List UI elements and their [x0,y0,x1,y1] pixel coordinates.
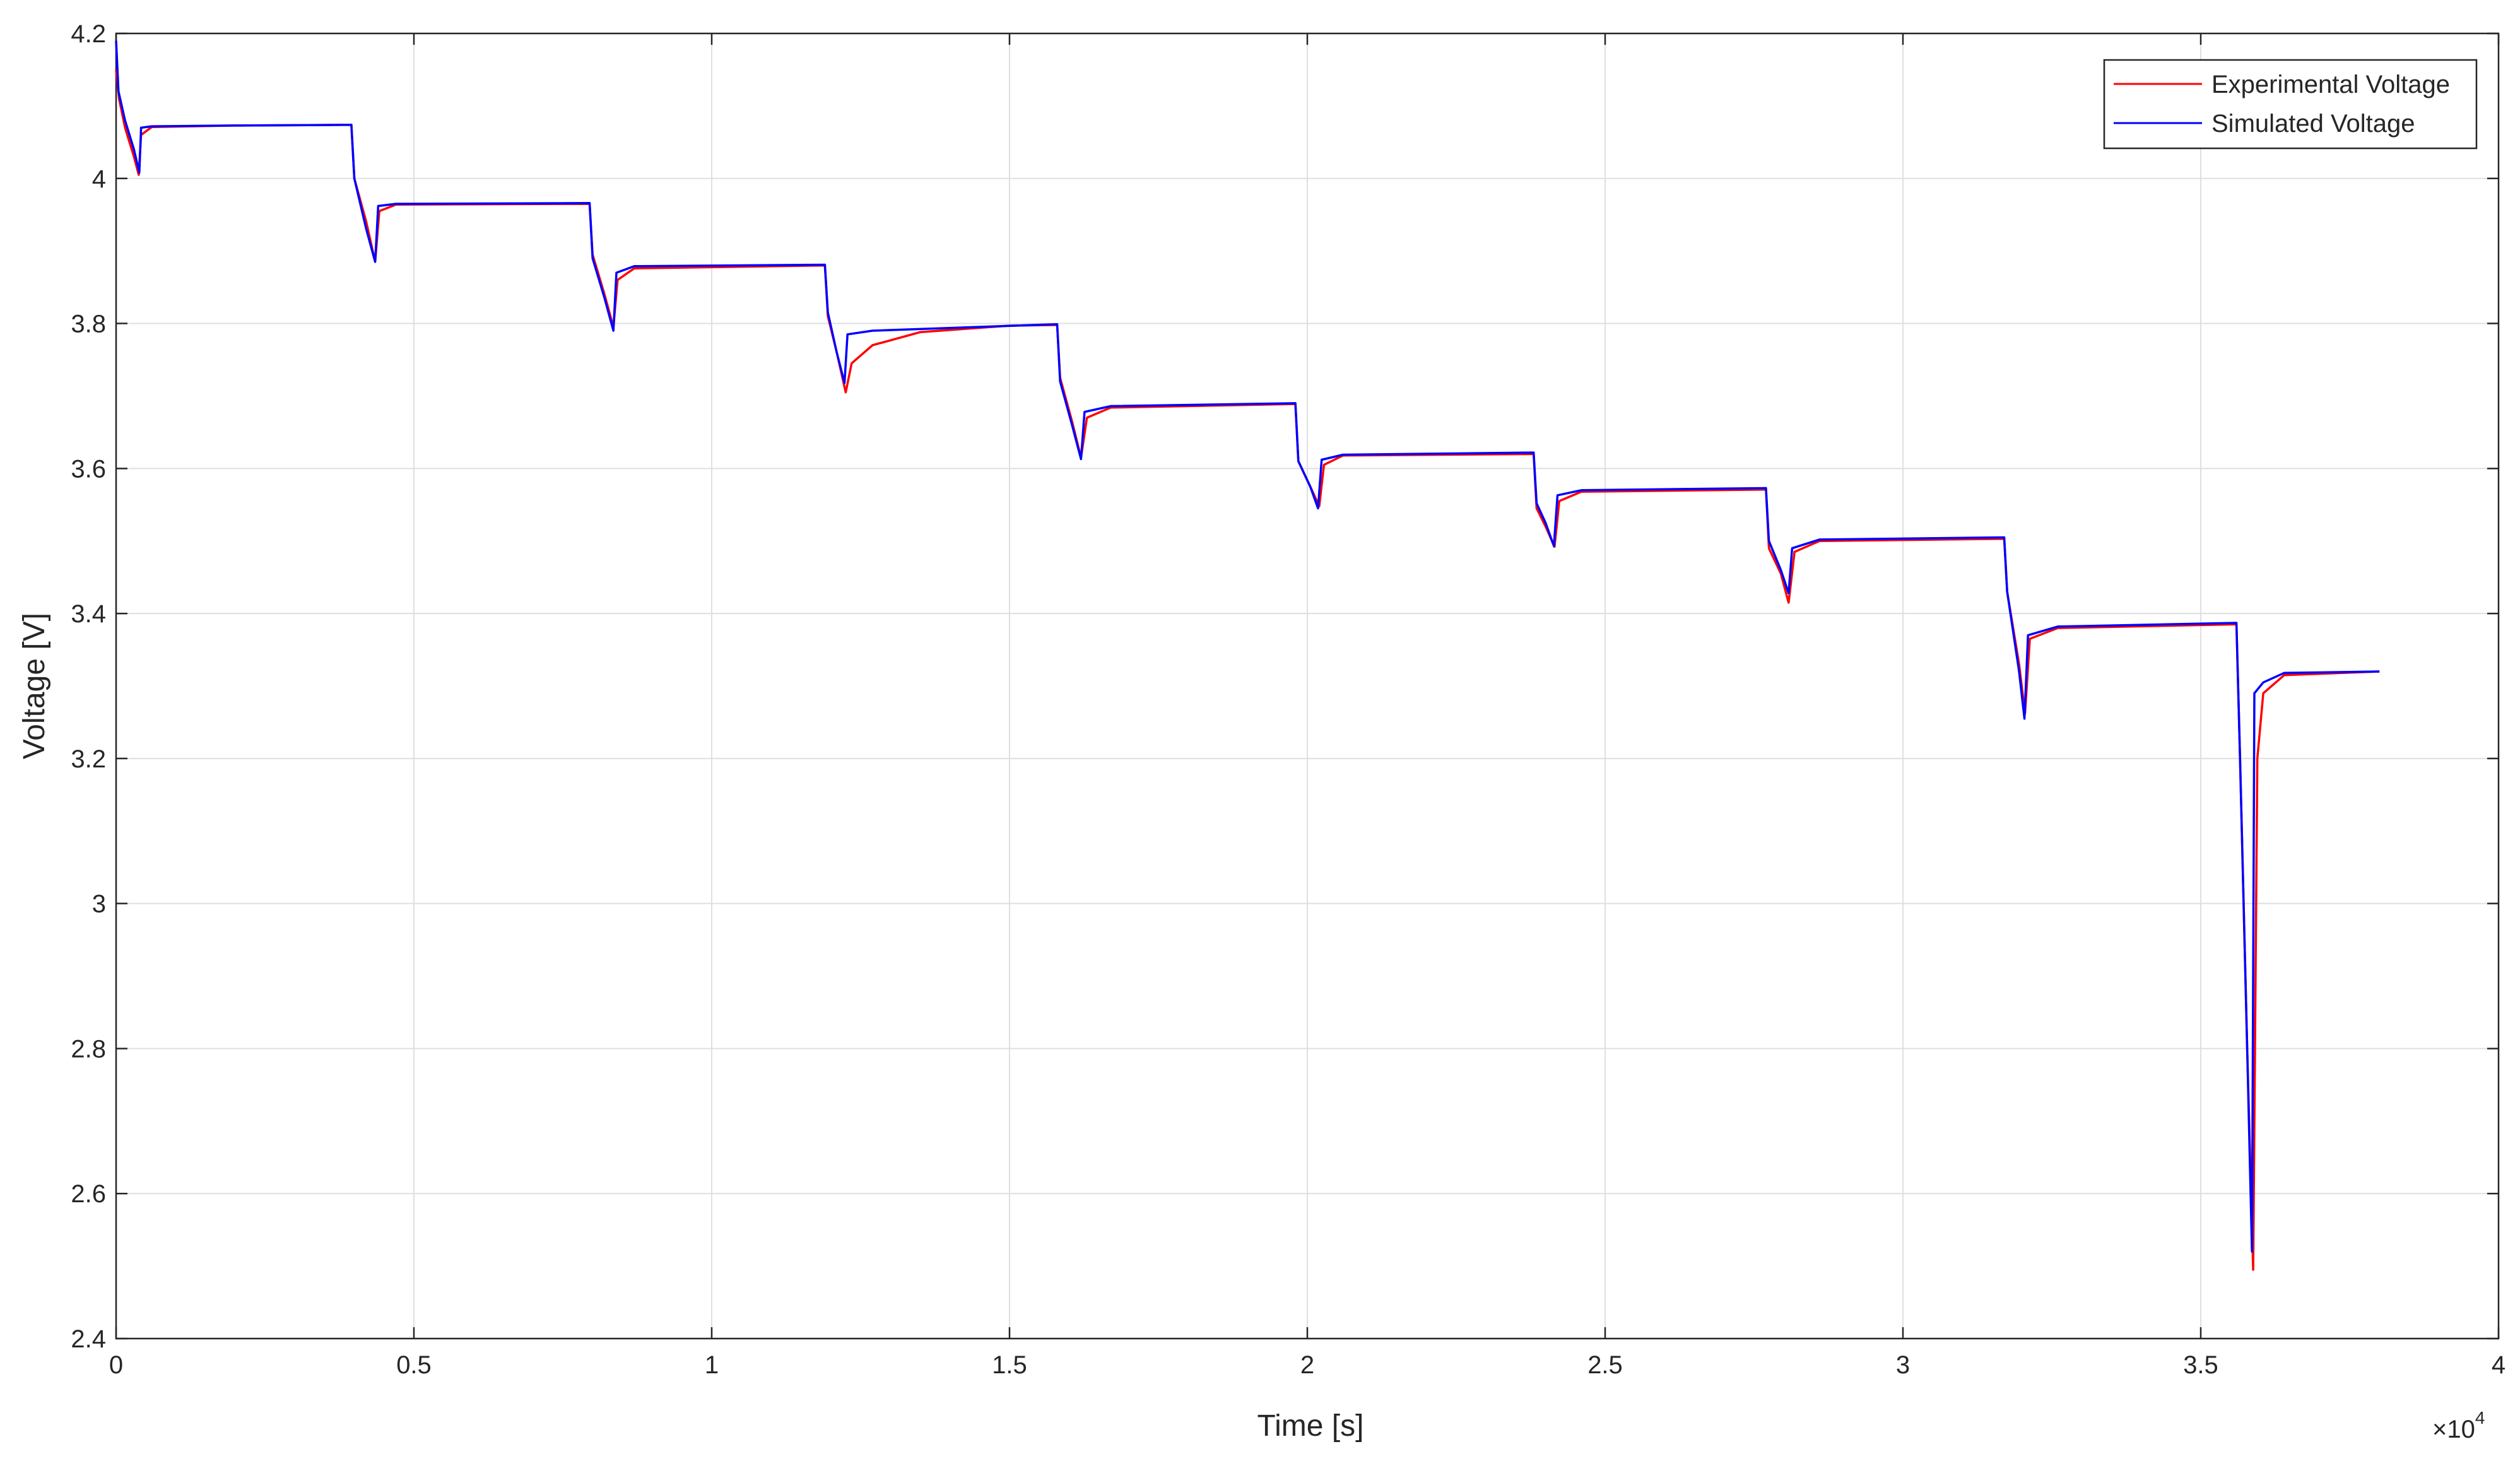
y-axis-label: Voltage [V] [18,613,51,759]
y-tick-label: 3.2 [71,745,106,773]
x-tick-label: 1.5 [992,1351,1027,1379]
series-line-simulated-voltage [115,40,2380,1253]
y-tick-label: 2.6 [71,1180,106,1208]
y-axis-ticks [116,32,2499,1340]
y-tick-label: 3 [92,890,106,918]
legend-box [2103,59,2478,150]
x-tick-label: 1 [705,1351,719,1379]
y-tick-label: 2.8 [71,1035,106,1063]
x-axis-exponent-power: 4 [2475,1408,2485,1428]
y-tick-label: 3.6 [71,455,106,483]
y-tick-label: 4.2 [71,20,106,48]
legend-label-experimental: Experimental Voltage [2211,71,2450,98]
x-tick-labels: 0 0.5 1 1.5 2 2.5 3 3.5 4 [109,1351,2505,1379]
y-tick-label: 4 [92,165,106,193]
y-tick-label: 2.4 [71,1325,106,1353]
x-axis-label: Time [s] [1257,1409,1364,1443]
x-tick-label: 0 [109,1351,123,1379]
y-tick-label: 3.4 [71,600,106,628]
x-tick-label: 2.5 [1587,1351,1623,1379]
y-tick-label: 3.8 [71,311,106,338]
legend-label-simulated: Simulated Voltage [2211,110,2415,138]
x-axis-ticks [115,33,2500,1339]
x-axis-exponent-label: ×104 [2432,1408,2485,1443]
x-axis-exponent-base: ×10 [2432,1416,2475,1443]
x-tick-label: 0.5 [396,1351,432,1379]
x-tick-label: 2 [1300,1351,1314,1379]
y-tick-labels: 2.4 2.6 2.8 3 3.2 3.4 3.6 3.8 4 4.2 [71,20,106,1353]
x-tick-label: 3 [1896,1351,1910,1379]
x-gridlines [115,33,2499,1339]
x-tick-label: 3.5 [2183,1351,2218,1379]
legend: Experimental Voltage Simulated Voltage [2103,59,2478,150]
series-lines [115,40,2380,1271]
x-tick-label: 4 [2492,1351,2505,1379]
